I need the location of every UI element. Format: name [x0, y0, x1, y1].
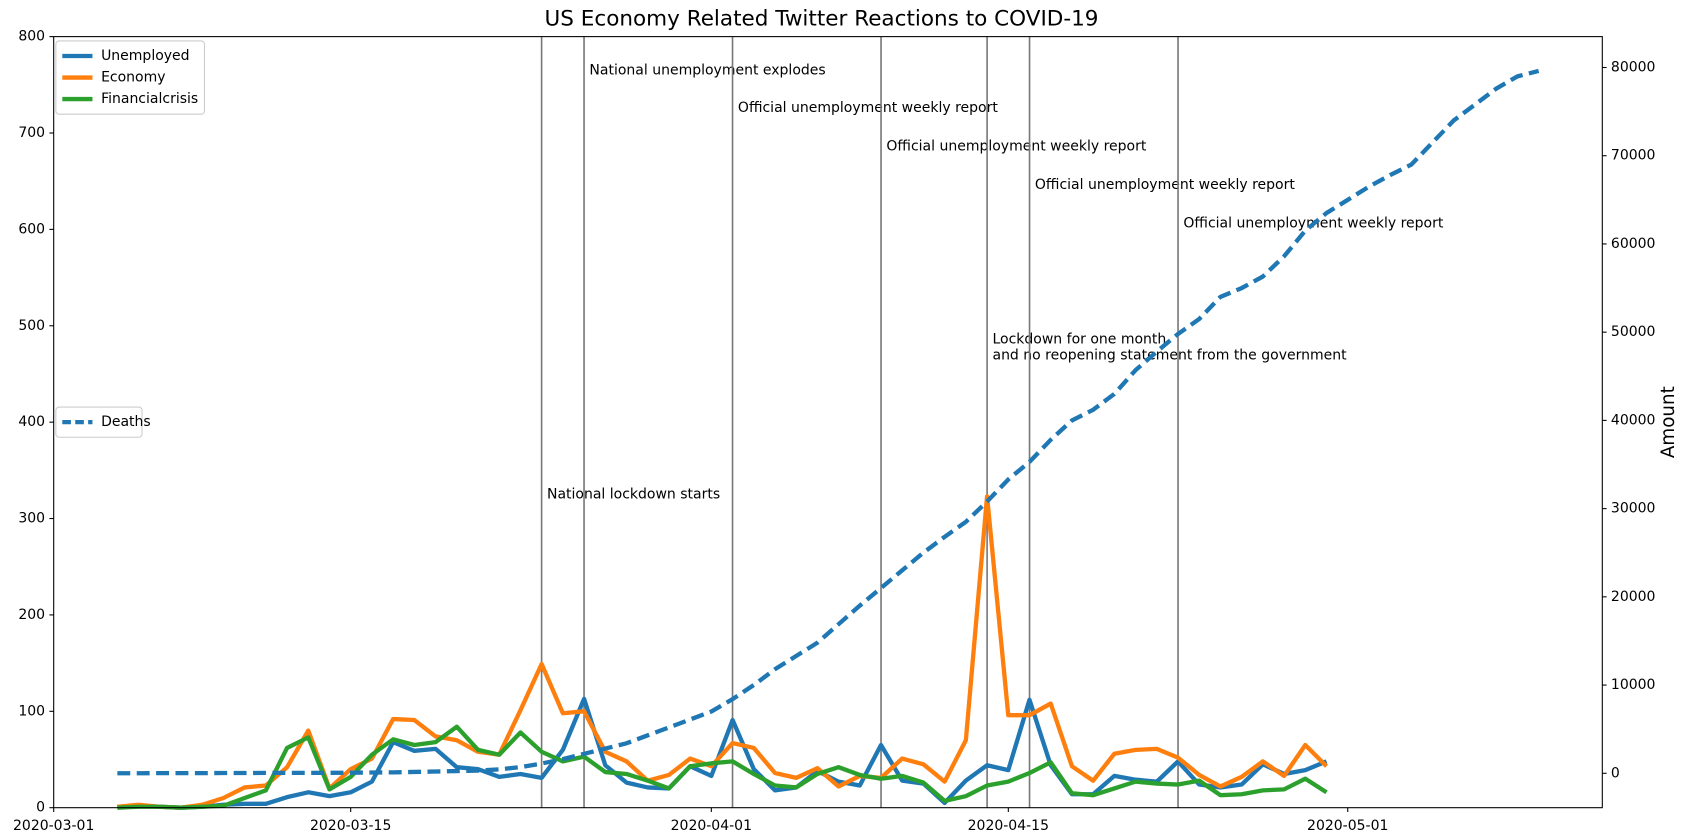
- y2-tick-label: 40000: [1611, 412, 1656, 428]
- x-tick-label: 2020-05-01: [1307, 818, 1388, 834]
- y-tick-label: 0: [36, 800, 45, 816]
- legend-label: Deaths: [101, 414, 151, 430]
- y2-tick-label: 10000: [1611, 677, 1656, 693]
- y2-tick-label: 80000: [1611, 59, 1656, 75]
- y-tick-label: 800: [18, 29, 45, 45]
- x-tick-label: 2020-04-01: [671, 818, 752, 834]
- plot-frame: [53, 36, 1603, 809]
- series-line: [117, 724, 1328, 810]
- y-tick-label: 200: [18, 607, 45, 623]
- y-tick-label: 100: [18, 703, 45, 719]
- y2-axis-label: Amount: [1658, 386, 1679, 458]
- y-tick-label: 500: [18, 318, 45, 334]
- series-line: [117, 68, 1540, 776]
- y2-tick-label: 0: [1611, 765, 1620, 781]
- annotation: National lockdown starts: [547, 486, 720, 502]
- y-tick-label: 300: [18, 511, 45, 527]
- annotation: Official unemployment weekly report: [1035, 177, 1295, 193]
- y2-tick-label: 70000: [1611, 148, 1656, 164]
- y2-tick-label: 30000: [1611, 501, 1656, 517]
- legend-box: [55, 40, 206, 115]
- y2-tick-label: 60000: [1611, 236, 1656, 252]
- y2-tick-label: 20000: [1611, 589, 1656, 605]
- chart-title: US Economy Related Twitter Reactions to …: [545, 6, 1099, 31]
- legend-label: Unemployed: [101, 48, 190, 64]
- y-tick-label: 400: [18, 414, 45, 430]
- legend-label: Financialcrisis: [101, 91, 198, 107]
- annotation: Lockdown for one month: [992, 331, 1166, 347]
- y-tick-label: 700: [18, 125, 45, 141]
- x-tick-label: 2020-04-15: [968, 818, 1049, 834]
- y2-tick-label: 50000: [1611, 324, 1656, 340]
- legend-label: Economy: [101, 70, 165, 86]
- annotation: National unemployment explodes: [589, 62, 825, 78]
- series-line: [117, 696, 1328, 810]
- x-tick-label: 2020-03-01: [13, 818, 94, 834]
- annotation: Official unemployment weekly report: [738, 100, 998, 116]
- annotation: and no reopening statement from the gove…: [992, 347, 1347, 363]
- annotation: Official unemployment weekly report: [886, 138, 1146, 154]
- x-tick-label: 2020-03-15: [310, 818, 391, 834]
- legend-box: [55, 406, 143, 438]
- y-tick-label: 600: [18, 221, 45, 237]
